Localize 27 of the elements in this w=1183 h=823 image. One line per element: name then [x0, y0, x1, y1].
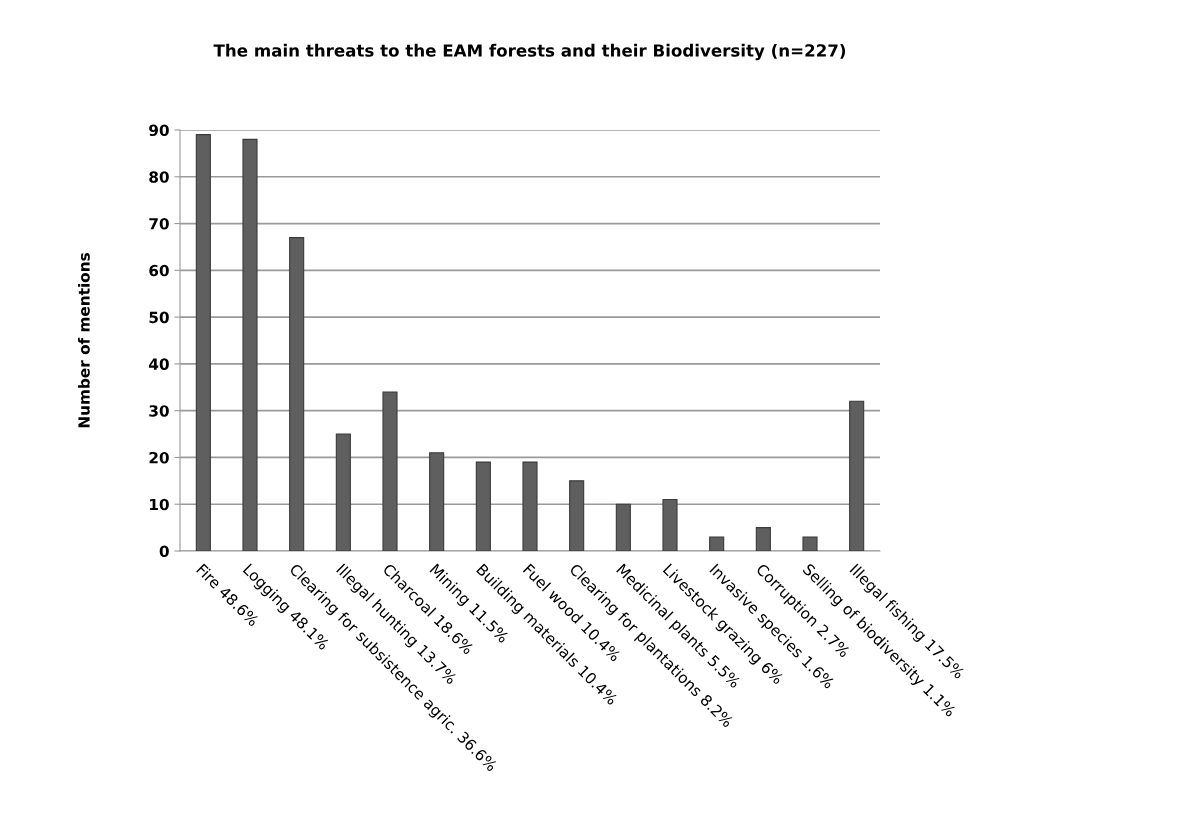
y-tick-label: 20: [149, 451, 169, 464]
y-tick-label: 70: [149, 218, 169, 230]
y-tick-label: 50: [149, 311, 169, 324]
y-tick-label: 0: [159, 545, 169, 558]
y-tick-label: 80: [149, 171, 169, 183]
y-tick-label: 60: [149, 264, 169, 277]
bar: [709, 536, 725, 551]
y-tick-label: 40: [149, 358, 169, 370]
bar: [662, 498, 678, 551]
bar: [429, 452, 445, 551]
bar: [335, 433, 351, 551]
y-tick-label: 10: [150, 498, 169, 511]
bar: [382, 391, 398, 551]
bar: [755, 527, 771, 551]
bar: [569, 480, 585, 551]
bar: [849, 400, 865, 551]
bar: [522, 461, 538, 551]
bar: [475, 461, 491, 551]
bar: [615, 503, 631, 551]
y-axis-title: Number of mentions: [77, 253, 90, 428]
bar: [289, 237, 305, 551]
bar: [195, 134, 211, 551]
bar: [242, 138, 258, 551]
y-tick-label: 90: [149, 124, 169, 137]
chart-title: The main threats to the EAM forests and their Biodiversity (n=227): [213, 43, 846, 61]
bar: [802, 536, 818, 551]
y-tick-label: 30: [149, 405, 169, 417]
